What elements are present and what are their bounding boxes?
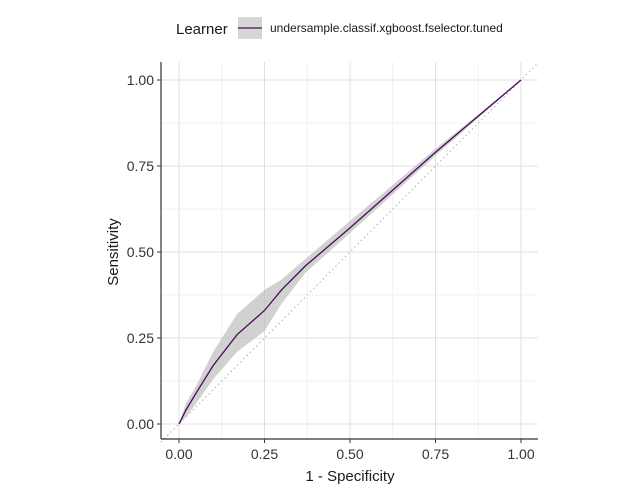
x-tick-label: 1.00 [507, 446, 534, 462]
y-tick-label: 0.00 [127, 416, 154, 432]
x-tick-label: 0.25 [251, 446, 278, 462]
y-tick-label: 0.75 [127, 158, 154, 174]
x-axis-title: 1 - Specificity [305, 468, 395, 485]
x-tick-label: 0.50 [336, 446, 363, 462]
roc-curve-line [178, 79, 522, 425]
x-tick-label: 0.00 [165, 446, 192, 462]
y-axis-title: Sensitivity [105, 218, 122, 286]
x-axis-ticks: 0.00 0.25 0.50 0.75 1.00 [165, 439, 535, 462]
plot-area: 0.00 0.25 0.50 0.75 1.00 0.00 0.25 0.50 0.75 1.0… [127, 62, 539, 462]
legend-entry-label: undersample.classif.xgboost.fselector.tu… [270, 21, 503, 35]
x-tick-label: 0.75 [422, 446, 449, 462]
reference-diagonal [160, 62, 539, 443]
y-tick-label: 1.00 [127, 72, 154, 88]
legend: Learner undersample.classif.xgboost.fsel… [176, 17, 503, 39]
legend-title: Learner [176, 21, 228, 38]
y-axis-ticks: 0.00 0.25 0.50 0.75 1.00 [127, 72, 161, 432]
y-tick-label: 0.50 [127, 244, 154, 260]
y-tick-label: 0.25 [127, 330, 154, 346]
gridlines [161, 62, 538, 439]
